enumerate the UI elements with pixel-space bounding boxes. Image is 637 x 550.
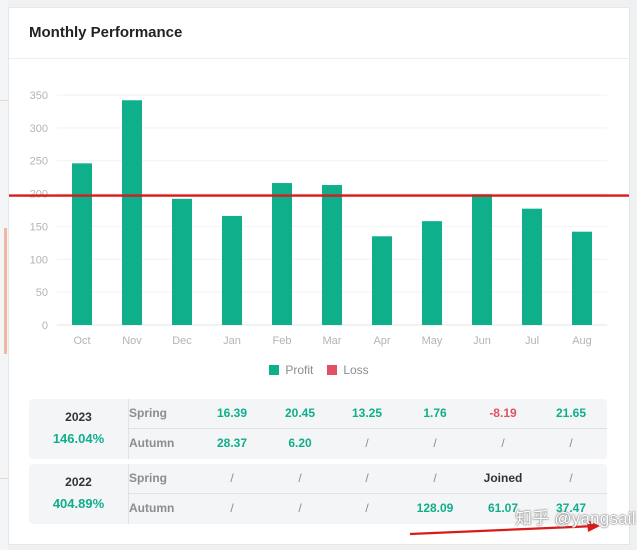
bar-mar[interactable] bbox=[322, 185, 342, 325]
legend-swatch bbox=[327, 365, 338, 375]
season-row-autumn: Autumn 28.37 6.20 / / / / bbox=[129, 429, 607, 458]
bar-feb[interactable] bbox=[272, 183, 292, 325]
monthly-performance-card: Monthly Performance 05010015020025030035… bbox=[8, 7, 630, 545]
card-title: Monthly Performance bbox=[29, 24, 183, 41]
x-tick-label: Nov bbox=[122, 335, 142, 347]
watermark: 知乎 @yangsail bbox=[515, 509, 636, 528]
x-tick-label: Dec bbox=[172, 335, 192, 347]
y-tick-label: 300 bbox=[30, 123, 48, 135]
x-tick-label: Jul bbox=[525, 335, 539, 347]
value-cell: Joined bbox=[483, 471, 523, 485]
y-tick-label: 100 bbox=[30, 254, 48, 266]
x-tick-label: Jun bbox=[473, 335, 491, 347]
legend-item-profit[interactable]: Profit bbox=[269, 363, 313, 377]
value-cell: / bbox=[365, 501, 369, 515]
bar-jul[interactable] bbox=[522, 208, 542, 325]
season-label: Spring bbox=[129, 471, 167, 485]
value-cell: 20.45 bbox=[284, 406, 316, 420]
card-header: Monthly Performance bbox=[9, 8, 629, 59]
x-tick-label: Jan bbox=[223, 335, 241, 347]
value-cell: / bbox=[433, 471, 437, 485]
value-cell: 6.20 bbox=[288, 436, 312, 450]
year-header: 2022 404.89% bbox=[29, 464, 129, 524]
x-tick-label: Oct bbox=[73, 335, 90, 347]
value-cell: 21.65 bbox=[555, 406, 587, 420]
season-row-autumn: Autumn / / / 128.09 61.07 37.47 bbox=[129, 494, 607, 523]
bar-jun[interactable] bbox=[472, 194, 492, 325]
value-cell: 61.07 bbox=[487, 501, 519, 515]
value-cell: / bbox=[501, 436, 505, 450]
value-cell: / bbox=[569, 436, 573, 450]
legend-swatch bbox=[269, 365, 280, 375]
left-divider-bottom bbox=[0, 478, 8, 479]
year-summary-2023: 2023 146.04% Spring 16.39 20.45 13.25 1.76 -8.1… bbox=[29, 399, 607, 459]
season-label: Spring bbox=[129, 406, 167, 420]
year-header: 2023 146.04% bbox=[29, 399, 129, 459]
value-cell: / bbox=[365, 436, 369, 450]
bar-aug[interactable] bbox=[572, 231, 592, 325]
value-cell: 1.76 bbox=[423, 406, 447, 420]
x-tick-label: Aug bbox=[572, 335, 592, 347]
year-label: 2023 bbox=[65, 410, 92, 424]
performance-bar-chart: 050100150200250300350OctNovDecJanFebMarA… bbox=[9, 90, 629, 347]
season-row-spring: Spring 16.39 20.45 13.25 1.76 -8.19 21.65 bbox=[129, 399, 607, 429]
x-tick-label: Mar bbox=[323, 335, 342, 347]
legend-item-loss[interactable]: Loss bbox=[327, 363, 369, 377]
value-cell: 37.47 bbox=[555, 501, 587, 515]
y-tick-label: 250 bbox=[30, 156, 48, 168]
legend-label: Profit bbox=[285, 363, 314, 377]
x-tick-label: Apr bbox=[373, 335, 390, 347]
year-return-percent: 146.04% bbox=[52, 431, 105, 446]
year-label: 2022 bbox=[65, 475, 92, 489]
bar-nov[interactable] bbox=[122, 100, 142, 325]
y-tick-label: 150 bbox=[30, 221, 48, 233]
x-tick-label: May bbox=[422, 335, 443, 347]
bar-jan[interactable] bbox=[222, 215, 242, 325]
legend-label: Loss bbox=[343, 363, 369, 377]
bar-apr[interactable] bbox=[372, 236, 392, 325]
value-cell: 128.09 bbox=[416, 501, 454, 515]
y-tick-label: 350 bbox=[30, 90, 48, 102]
season-label: Autumn bbox=[129, 436, 175, 450]
season-row-spring: Spring / / / / Joined / bbox=[129, 464, 607, 494]
year-return-percent: 404.89% bbox=[52, 496, 105, 511]
bar-dec[interactable] bbox=[172, 198, 192, 325]
y-tick-label: 50 bbox=[36, 287, 48, 299]
chart-legend: Profit Loss bbox=[9, 363, 629, 378]
bar-may[interactable] bbox=[422, 221, 442, 325]
value-cell: 13.25 bbox=[351, 406, 383, 420]
value-cell: / bbox=[230, 471, 234, 485]
value-cell: / bbox=[569, 471, 573, 485]
year-summary-2022: 2022 404.89% Spring / / / / Joined / Autumn / / / 128… bbox=[29, 464, 607, 524]
value-cell: 28.37 bbox=[216, 436, 248, 450]
y-tick-label: 0 bbox=[42, 320, 48, 332]
bar-oct[interactable] bbox=[72, 163, 92, 325]
x-tick-label: Feb bbox=[273, 335, 292, 347]
season-label: Autumn bbox=[129, 501, 175, 515]
value-cell: / bbox=[433, 436, 437, 450]
value-cell: 16.39 bbox=[216, 406, 248, 420]
value-cell: / bbox=[230, 501, 234, 515]
value-cell: / bbox=[365, 471, 369, 485]
value-cell: / bbox=[298, 471, 302, 485]
value-cell: -8.19 bbox=[489, 406, 517, 420]
left-accent-bar bbox=[4, 228, 7, 354]
value-cell: / bbox=[298, 501, 302, 515]
left-divider-top bbox=[0, 100, 8, 101]
